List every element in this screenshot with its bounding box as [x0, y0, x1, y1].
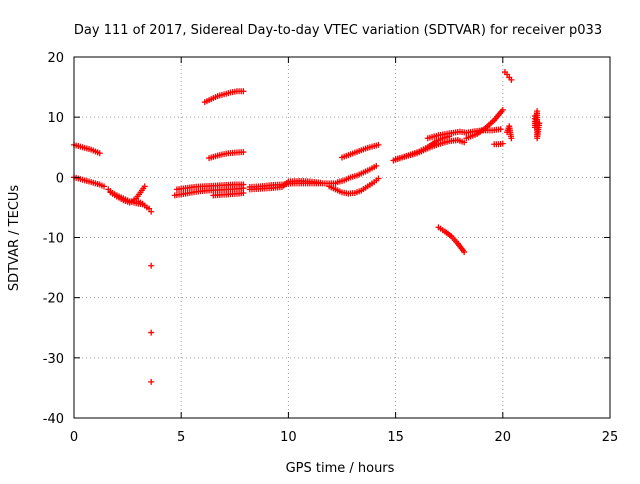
- y-tick-label: 10: [47, 111, 64, 126]
- data-point: [499, 106, 506, 113]
- series-arc-h: [210, 189, 247, 199]
- series-arc-m: [326, 175, 382, 197]
- series-arc-o: [339, 141, 382, 161]
- data-point: [141, 183, 148, 190]
- x-tick-label: 10: [280, 430, 297, 445]
- data-point: [504, 71, 511, 78]
- y-tick-label: -10: [43, 232, 64, 247]
- series-arc-l: [246, 177, 324, 193]
- series-arc-e: [135, 198, 153, 212]
- x-tick-label: 20: [495, 430, 512, 445]
- data-point: [146, 205, 153, 212]
- data-point: [148, 378, 155, 385]
- axis-ticks: 0 5 10 15 20 25 -40 -30 -20 -10 0 10 20: [43, 51, 619, 445]
- data-points: [71, 69, 543, 385]
- series-arc-u: [504, 123, 515, 142]
- series-arc-d: [107, 183, 148, 206]
- y-tick-label: 0: [56, 171, 64, 186]
- series-arc-t: [491, 140, 506, 148]
- y-axis-label: SDTVAR / TECUs: [7, 185, 22, 292]
- series-outliers: [148, 208, 155, 385]
- series-arc-n: [334, 162, 380, 186]
- y-tick-label: -20: [43, 292, 64, 307]
- data-point: [317, 179, 324, 186]
- x-tick-label: 5: [177, 430, 185, 445]
- x-tick-label: 0: [70, 430, 78, 445]
- series-arc-w: [435, 224, 468, 255]
- chart-title: Day 111 of 2017, Sidereal Day-to-day VTE…: [74, 23, 602, 38]
- data-point: [240, 149, 247, 156]
- data-point: [373, 162, 380, 169]
- x-tick-label: 15: [387, 430, 404, 445]
- series-arc-x: [531, 108, 543, 142]
- data-point: [499, 140, 506, 147]
- series-arc-v: [501, 69, 515, 83]
- data-point: [461, 248, 468, 255]
- data-point: [508, 76, 515, 83]
- data-point: [240, 181, 247, 188]
- data-point: [240, 189, 247, 196]
- x-axis-label: GPS time / hours: [286, 461, 395, 476]
- data-point: [148, 262, 155, 269]
- series-arc-a: [71, 141, 103, 157]
- data-point: [96, 150, 103, 157]
- grid: [74, 57, 610, 418]
- series-arc-g: [173, 181, 247, 193]
- data-point: [375, 141, 382, 148]
- series-arc-i: [201, 88, 247, 106]
- data-point: [461, 139, 468, 146]
- data-point: [101, 183, 108, 190]
- data-point: [240, 88, 247, 95]
- y-tick-label: -40: [43, 412, 64, 427]
- data-point: [536, 120, 543, 127]
- y-tick-label: -30: [43, 352, 64, 367]
- series-arc-j: [206, 149, 247, 162]
- x-tick-label: 25: [602, 430, 619, 445]
- data-point: [375, 175, 382, 182]
- y-tick-label: 20: [47, 51, 64, 66]
- data-point: [497, 126, 504, 133]
- series-arc-q: [392, 137, 468, 163]
- data-point: [148, 329, 155, 336]
- series-arc-b: [71, 174, 108, 190]
- data-point: [508, 135, 515, 142]
- series-arc-s: [463, 106, 506, 142]
- data-point: [148, 208, 155, 215]
